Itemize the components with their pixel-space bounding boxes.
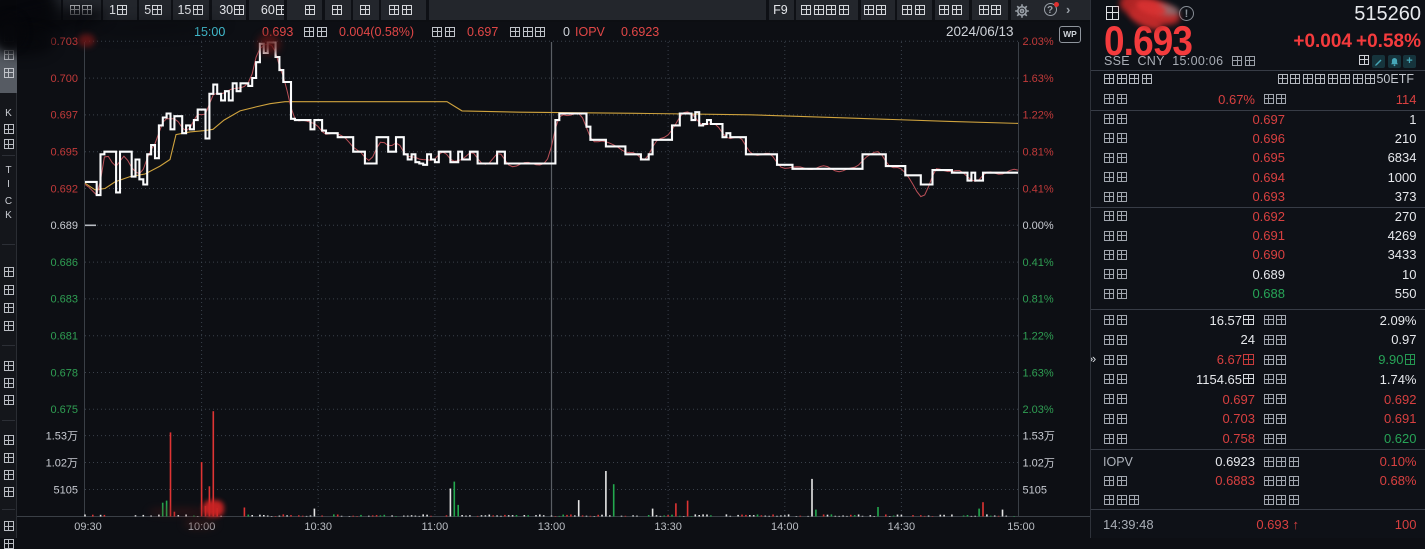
- svg-text:13:00: 13:00: [538, 521, 566, 533]
- svg-text:1.53万: 1.53万: [46, 430, 78, 442]
- svg-text:1.53万: 1.53万: [1023, 430, 1055, 442]
- svg-text:0.678: 0.678: [50, 367, 78, 379]
- svg-text:0.41%: 0.41%: [1023, 257, 1054, 269]
- svg-text:11:00: 11:00: [422, 521, 449, 533]
- svg-text:0.675: 0.675: [50, 404, 78, 416]
- svg-text:15:00: 15:00: [1007, 521, 1035, 533]
- svg-text:2.03%: 2.03%: [1023, 36, 1054, 48]
- svg-text:2.03%: 2.03%: [1023, 404, 1054, 416]
- svg-text:0.683: 0.683: [50, 294, 78, 306]
- svg-text:1.63%: 1.63%: [1023, 73, 1054, 85]
- svg-text:0.686: 0.686: [50, 257, 78, 269]
- svg-text:09:30: 09:30: [74, 521, 102, 533]
- svg-text:0.689: 0.689: [50, 220, 78, 232]
- svg-text:0.681: 0.681: [50, 331, 78, 343]
- svg-text:0.00%: 0.00%: [1023, 220, 1054, 232]
- svg-text:0.41%: 0.41%: [1023, 183, 1054, 195]
- svg-text:1.63%: 1.63%: [1023, 367, 1054, 379]
- svg-text:10:00: 10:00: [188, 521, 216, 533]
- svg-text:14:00: 14:00: [771, 521, 799, 533]
- svg-text:0.703: 0.703: [50, 36, 78, 48]
- svg-text:0.81%: 0.81%: [1023, 294, 1054, 306]
- svg-text:10:30: 10:30: [304, 521, 332, 533]
- svg-text:1.02万: 1.02万: [1023, 457, 1055, 469]
- svg-text:0.692: 0.692: [50, 183, 78, 195]
- svg-text:14:30: 14:30: [888, 521, 916, 533]
- svg-text:0.697: 0.697: [50, 110, 78, 122]
- svg-text:1.02万: 1.02万: [46, 457, 78, 469]
- svg-text:0.81%: 0.81%: [1023, 147, 1054, 159]
- svg-text:13:30: 13:30: [654, 521, 682, 533]
- svg-text:1.22%: 1.22%: [1023, 331, 1054, 343]
- svg-text:5105: 5105: [54, 484, 78, 496]
- svg-text:5105: 5105: [1023, 484, 1047, 496]
- svg-text:0.695: 0.695: [50, 147, 78, 159]
- svg-text:0.700: 0.700: [50, 73, 78, 85]
- svg-text:1.22%: 1.22%: [1023, 110, 1054, 122]
